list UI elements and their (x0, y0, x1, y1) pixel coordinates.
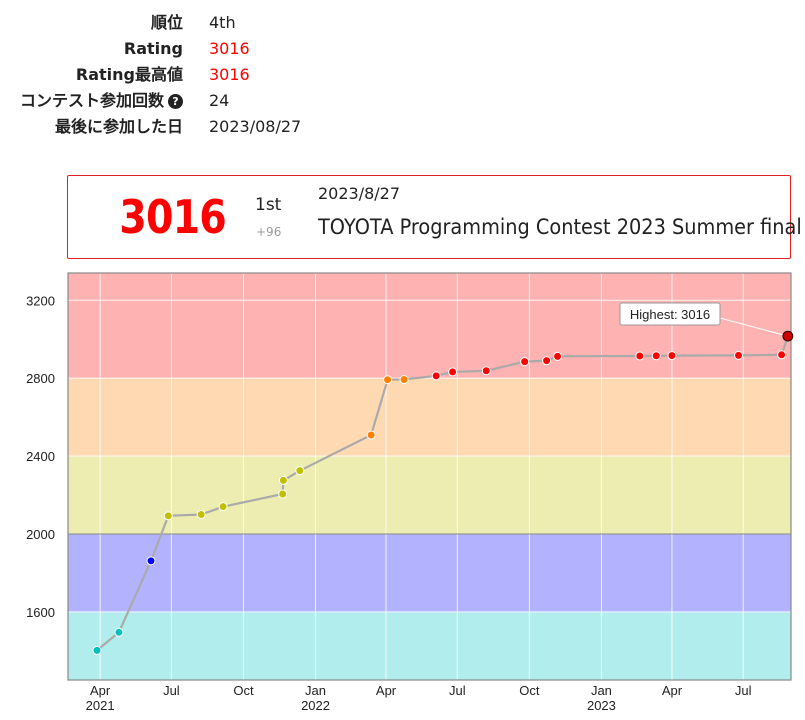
rating-label: Rating (123, 39, 183, 58)
x-tick-label: Apr (376, 683, 397, 698)
data-point (782, 330, 794, 342)
contest-status-box: 3016 1st +96 2023/8/27 TOYOTA Programmin… (67, 175, 802, 259)
y-tick-label: 2400 (26, 449, 55, 464)
data-point (92, 645, 102, 655)
rating-band (68, 378, 791, 457)
x-tick-label: Jan (591, 683, 612, 698)
data-point (383, 375, 393, 385)
data-point (520, 357, 530, 367)
x-tick-label: Jul (735, 683, 752, 698)
rating-value: 3016 (209, 39, 250, 58)
data-point (278, 475, 288, 485)
x-tick-year-label: 2023 (587, 698, 616, 713)
contest-name[interactable]: TOYOTA Programming Contest 2023 Summer f… (318, 215, 802, 239)
data-point (777, 350, 787, 360)
rating-band (68, 456, 791, 534)
data-point (635, 351, 645, 361)
highest-pointer-line (719, 317, 788, 337)
last-contest-value: 2023/08/27 (209, 117, 302, 136)
data-point (481, 366, 491, 376)
data-point (448, 367, 458, 377)
highest-rating-label: Rating最高値 (75, 65, 183, 84)
question-circle-icon[interactable]: ? (168, 94, 183, 109)
x-tick-label: Jul (163, 683, 180, 698)
data-point (734, 350, 744, 360)
rank-value: 4th (209, 13, 236, 32)
data-point (146, 556, 156, 566)
data-point (196, 509, 206, 519)
rank-label: 順位 (150, 13, 183, 32)
x-tick-label: Apr (90, 683, 111, 698)
y-tick-label: 2800 (26, 371, 55, 386)
x-tick-year-label: 2022 (301, 698, 330, 713)
x-tick-label: Oct (519, 683, 540, 698)
x-tick-label: Oct (233, 683, 254, 698)
data-point (399, 375, 409, 385)
data-point (114, 627, 124, 637)
data-point (542, 356, 552, 366)
x-tick-label: Jul (449, 683, 466, 698)
plot-frame (67, 272, 792, 681)
rating-band (68, 611, 791, 680)
last-contest-label: 最後に参加した日 (54, 117, 183, 136)
contest-place: 1st (255, 195, 282, 215)
data-point (366, 430, 376, 440)
x-tick-label: Apr (662, 683, 683, 698)
rating-band (68, 273, 791, 379)
data-point (651, 351, 661, 361)
y-tick-label: 2000 (26, 527, 55, 542)
y-tick-label: 3200 (26, 293, 55, 308)
contests-value: 24 (209, 91, 230, 110)
highest-rating-value: 3016 (209, 65, 250, 84)
data-point (218, 502, 228, 512)
data-point (667, 351, 677, 361)
highest-annotation-box (619, 302, 721, 326)
data-point (163, 511, 173, 521)
rating-diff: +96 (256, 225, 282, 239)
x-tick-label: Jan (305, 683, 326, 698)
data-point (295, 466, 305, 476)
x-tick-year-label: 2021 (86, 698, 115, 713)
data-point (278, 489, 288, 499)
rating-band (68, 533, 791, 612)
contests-label: コンテスト参加回数? (0, 88, 183, 114)
highest-annotation-label: Highest: 3016 (630, 307, 710, 322)
data-point (553, 351, 563, 361)
data-point (431, 371, 441, 381)
y-tick-label: 1600 (26, 605, 55, 620)
contest-date: 2023/8/27 (318, 184, 401, 203)
current-rating: 3016 (119, 190, 227, 244)
